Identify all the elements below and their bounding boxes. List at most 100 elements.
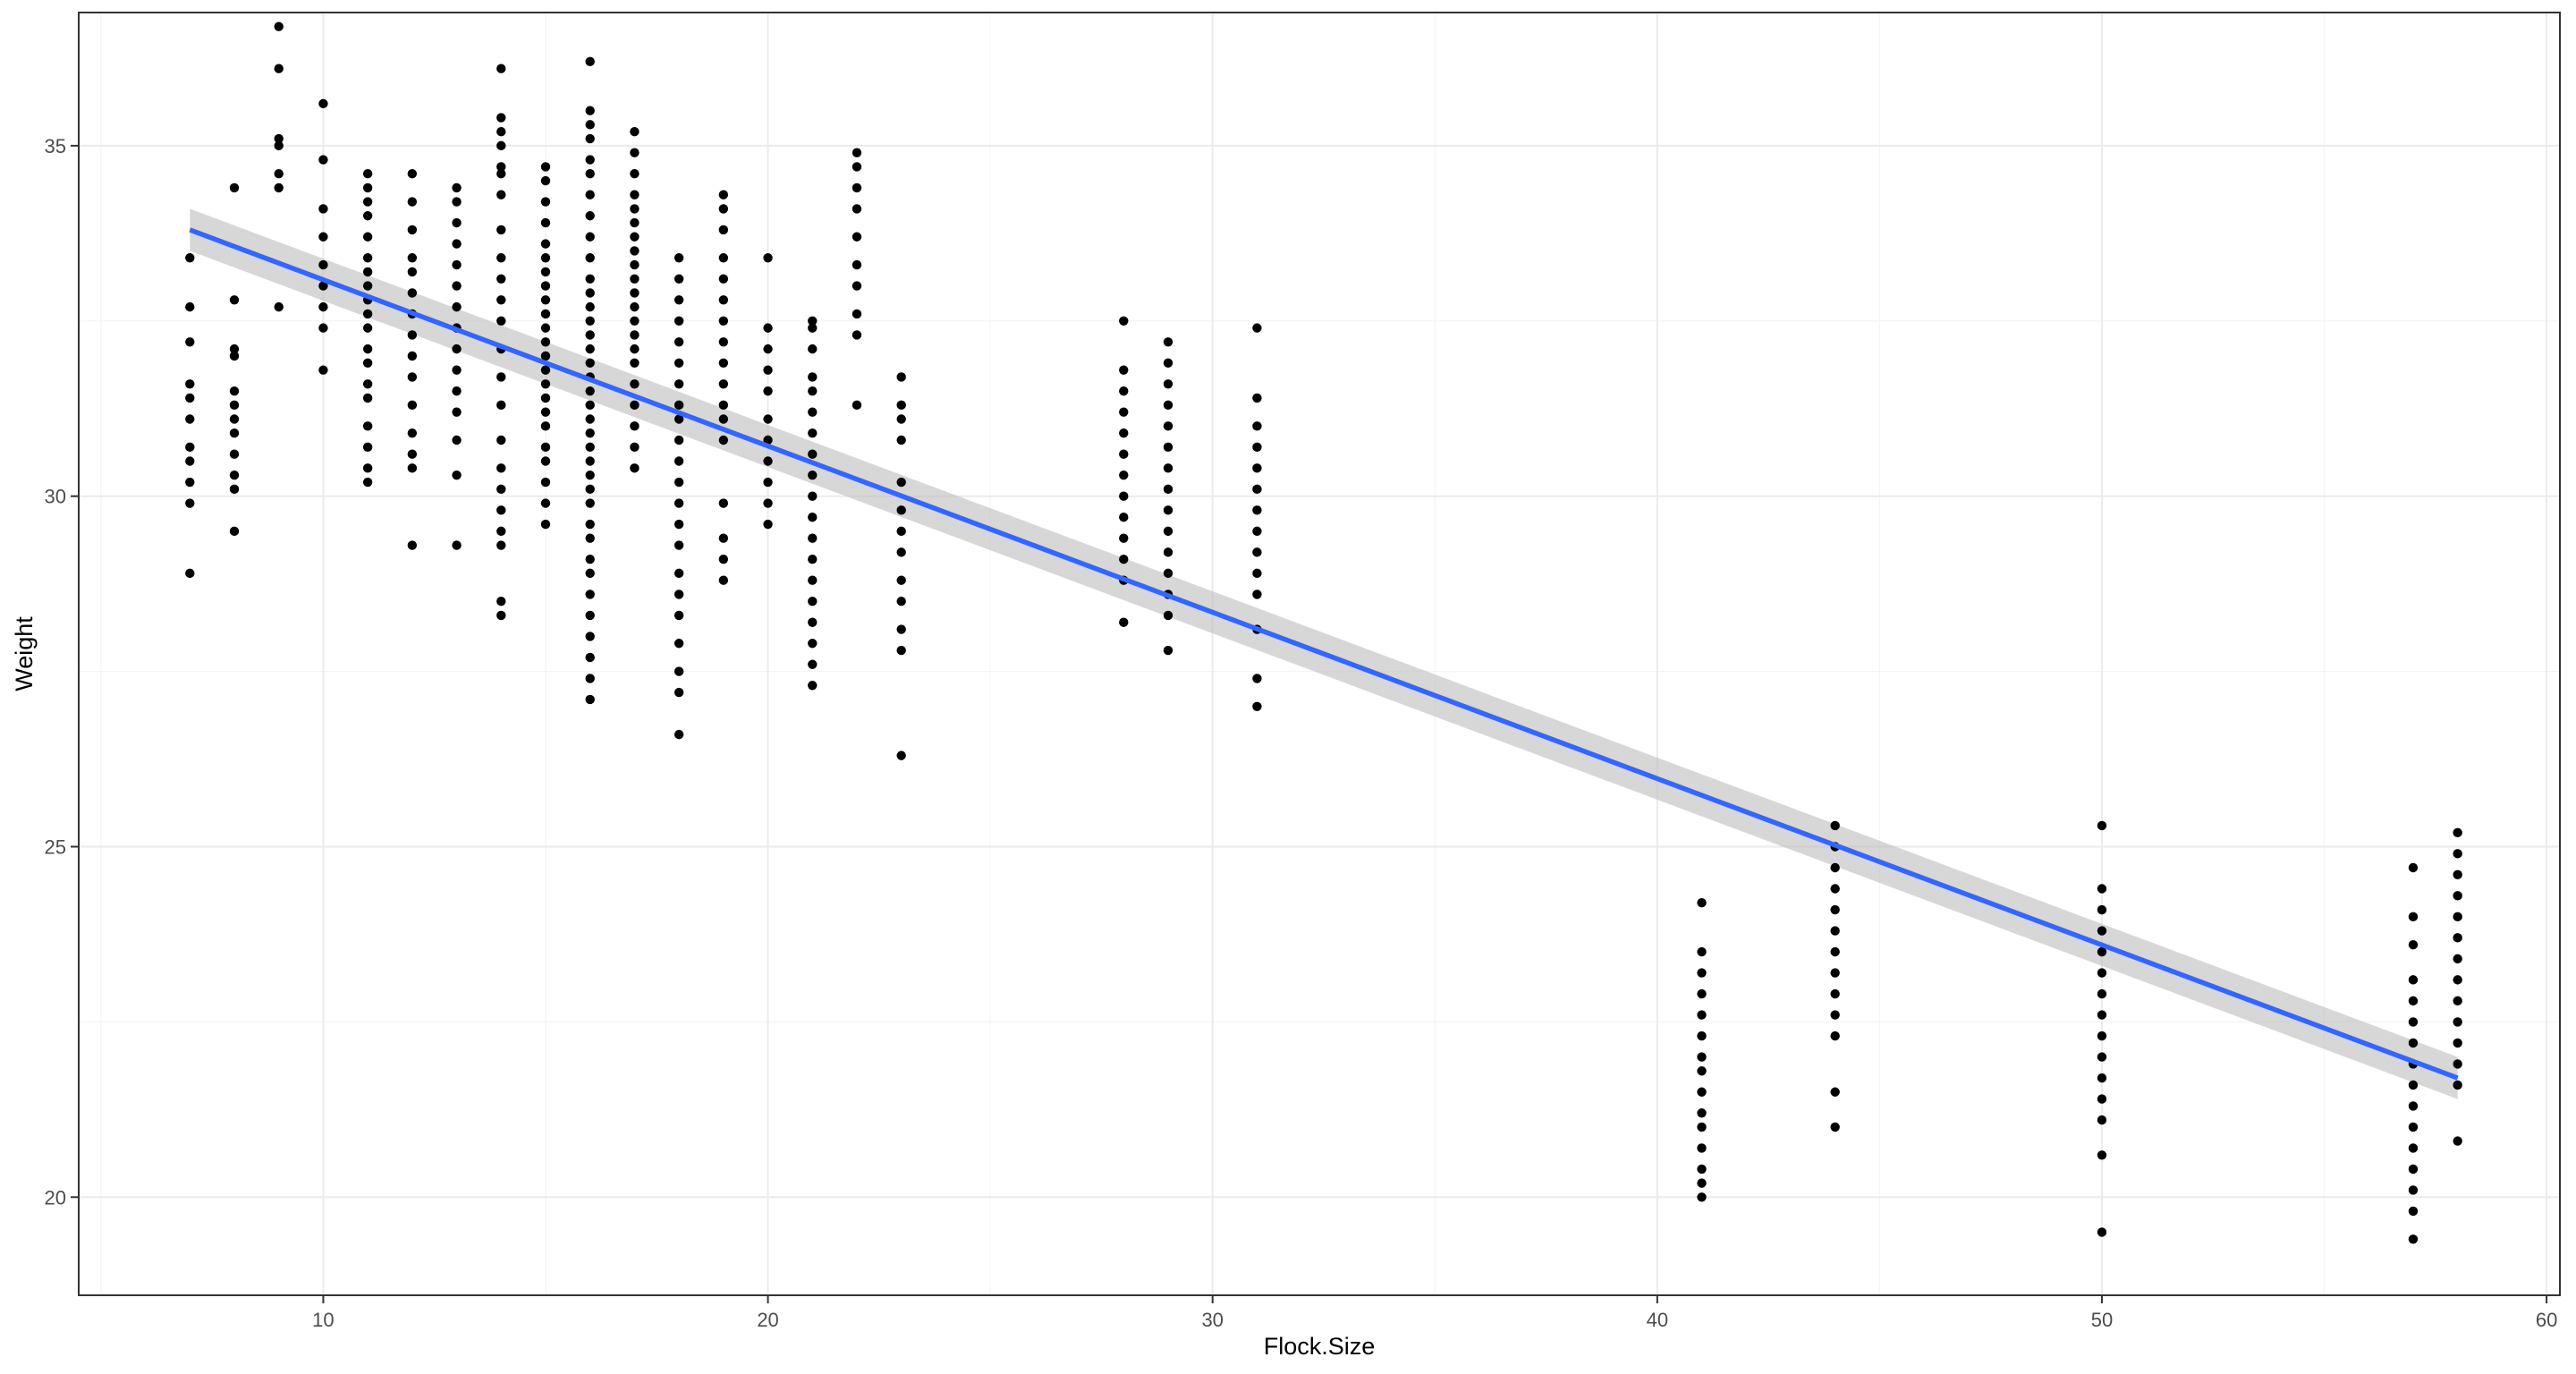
data-point: [585, 211, 595, 221]
data-point: [407, 463, 418, 473]
data-point: [362, 477, 373, 488]
data-point: [585, 253, 595, 263]
data-point: [630, 463, 640, 473]
data-point: [896, 624, 906, 634]
data-point: [185, 442, 195, 453]
data-point: [763, 477, 773, 488]
x-tick-label: 60: [2536, 1309, 2557, 1331]
data-point: [1163, 547, 1174, 557]
data-point: [763, 498, 773, 508]
data-point: [763, 253, 773, 263]
data-point: [362, 253, 373, 263]
data-point: [1163, 505, 1174, 515]
data-point: [852, 281, 862, 291]
data-point: [585, 56, 595, 67]
data-point: [229, 295, 240, 305]
data-point: [808, 316, 818, 326]
data-point: [718, 225, 729, 235]
data-point: [540, 442, 551, 453]
x-tick-label: 10: [312, 1309, 334, 1331]
data-point: [630, 358, 640, 369]
data-point: [540, 337, 551, 347]
data-point: [452, 301, 462, 312]
data-point: [2408, 1038, 2419, 1048]
data-point: [1119, 533, 1129, 543]
data-point: [1119, 491, 1129, 501]
data-point: [896, 575, 906, 585]
data-point: [1830, 988, 1840, 999]
data-point: [718, 316, 729, 326]
data-point: [540, 421, 551, 431]
data-point: [808, 428, 818, 438]
x-axis-title: Flock.Size: [1264, 1333, 1376, 1360]
data-point: [496, 190, 506, 199]
data-point: [496, 225, 506, 235]
data-point: [1252, 421, 1262, 431]
data-point: [585, 155, 595, 165]
data-point: [585, 106, 595, 115]
data-point: [1830, 946, 1840, 957]
data-point: [674, 477, 684, 488]
data-point: [630, 204, 640, 214]
data-point: [718, 435, 729, 445]
data-point: [1163, 421, 1174, 431]
data-point: [496, 127, 506, 137]
x-axis: 10 20 30 40 50 60: [312, 1295, 2557, 1331]
data-point: [1252, 442, 1262, 453]
data-point: [1163, 484, 1174, 495]
data-point: [718, 190, 729, 199]
data-point: [1252, 323, 1262, 333]
data-point: [1119, 617, 1129, 627]
data-point: [2408, 1080, 2419, 1090]
data-point: [763, 344, 773, 354]
data-point: [718, 555, 729, 564]
data-point: [630, 217, 640, 228]
data-point: [1119, 316, 1129, 326]
data-point: [1830, 1010, 1840, 1020]
data-point: [674, 295, 684, 305]
data-point: [318, 281, 328, 291]
data-point: [407, 400, 418, 411]
data-point: [407, 372, 418, 382]
data-point: [229, 182, 240, 193]
data-point: [2408, 975, 2419, 985]
data-point: [318, 365, 328, 375]
data-point: [540, 239, 551, 249]
data-point: [808, 533, 818, 543]
data-point: [585, 533, 595, 543]
data-point: [185, 253, 195, 263]
data-point: [185, 568, 195, 579]
data-point: [630, 148, 640, 157]
data-point: [808, 372, 818, 382]
data-point: [585, 274, 595, 284]
data-point: [808, 470, 818, 480]
data-point: [407, 288, 418, 298]
data-point: [1697, 946, 1707, 957]
data-point: [452, 182, 462, 193]
y-axis: 20 25 30 35: [45, 135, 79, 1209]
data-point: [718, 358, 729, 369]
data-point: [1697, 897, 1707, 908]
data-point: [2097, 1073, 2107, 1083]
data-point: [1163, 358, 1174, 369]
data-point: [630, 421, 640, 431]
data-point: [407, 225, 418, 235]
x-tick-label: 50: [2091, 1309, 2113, 1331]
data-point: [452, 281, 462, 291]
data-point: [185, 301, 195, 312]
data-point: [674, 316, 684, 326]
data-point: [1163, 568, 1174, 579]
data-point: [407, 428, 418, 438]
data-point: [630, 246, 640, 256]
data-point: [540, 379, 551, 389]
data-point: [1252, 463, 1262, 473]
data-point: [496, 169, 506, 179]
data-point: [1119, 555, 1129, 564]
data-point: [808, 597, 818, 606]
data-point: [674, 456, 684, 466]
data-point: [229, 470, 240, 480]
data-point: [1252, 393, 1262, 403]
data-point: [808, 617, 818, 627]
data-point: [1119, 386, 1129, 396]
data-point: [452, 386, 462, 396]
